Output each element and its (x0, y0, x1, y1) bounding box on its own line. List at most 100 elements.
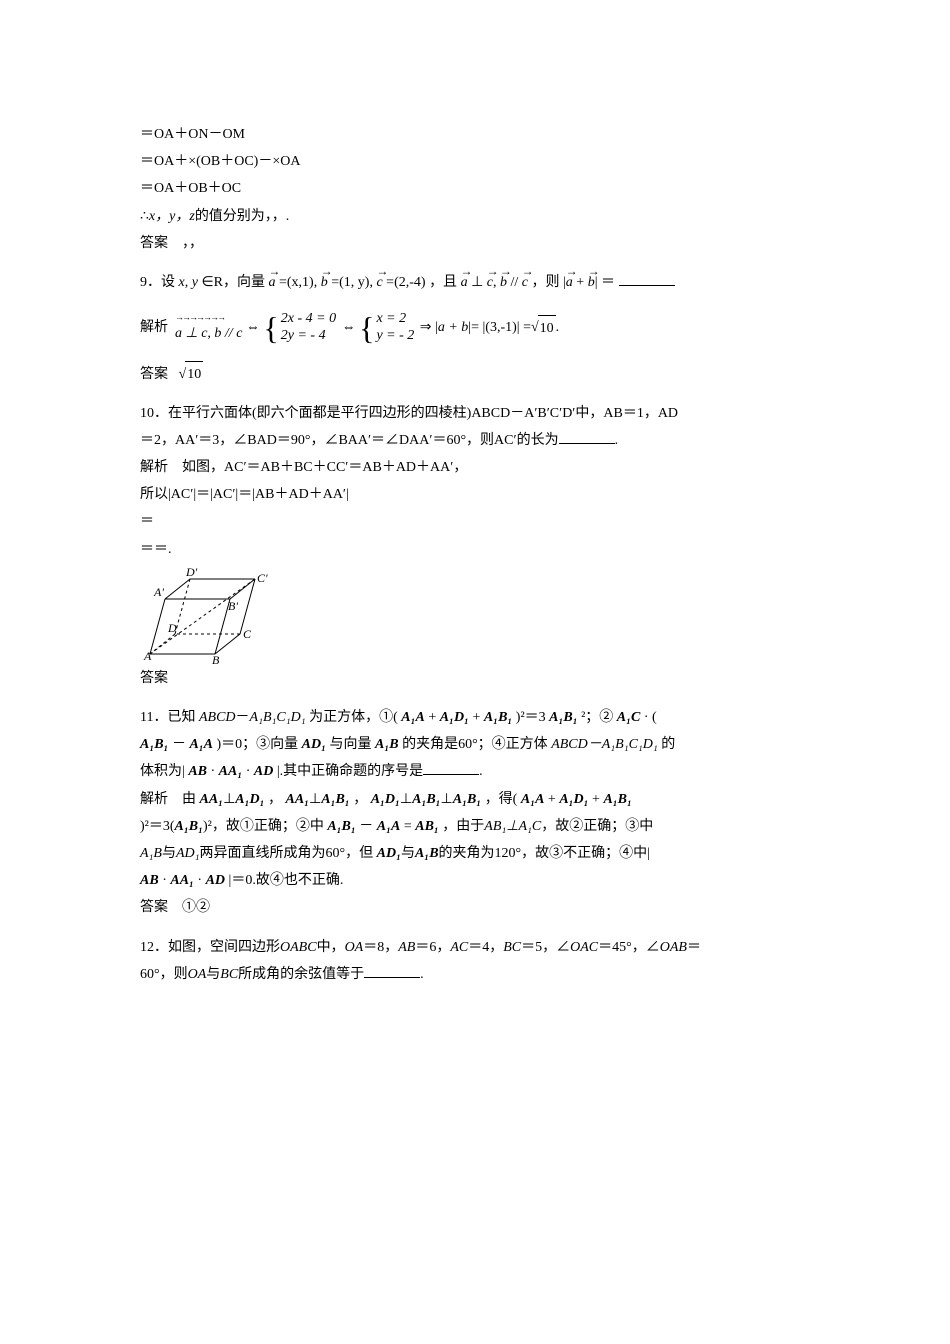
q11-tAD: AD (254, 764, 273, 779)
q11-t6: A₁B (375, 737, 399, 752)
vec-c3: c (522, 270, 528, 295)
q11-p1c: － (236, 710, 250, 725)
q11-t1: A₁A (401, 710, 425, 725)
q12-l1: 12．如图，空间四边形OABC中，OA＝8，AB＝6，AC＝4，BC＝5，∠OA… (140, 935, 810, 960)
q11-ans: 答案 ①② (140, 895, 810, 920)
q11-t5: AD₁ (302, 737, 326, 752)
q11-p2b: 与向量 (330, 737, 372, 752)
label-Ap: A' (153, 585, 164, 599)
sys1-top: 2x - 4 = 0 (281, 311, 336, 328)
q11-p2a: )＝0；③向量 (217, 737, 299, 752)
q10-sol1: 解析 如图，AC′＝AB＋BC＋CC′＝AB＋AD＋AA′， (140, 455, 810, 480)
q10-ans: 答案 (140, 666, 810, 691)
q11-blank (423, 760, 479, 775)
q11-p1h: ( (652, 710, 657, 725)
q11-p1f: )²＝3 (516, 710, 546, 725)
intro-ans: 答案 ，， (140, 231, 810, 256)
label-Bp: B' (228, 599, 238, 613)
q9-perp: ⊥ (471, 275, 483, 290)
q11-tAA1: AA₁ (219, 764, 243, 779)
label-Dp: D' (185, 565, 198, 579)
q11-p1g: ²；② (581, 710, 613, 725)
intro-l1: ＝OA＋ON－OM (140, 122, 810, 147)
intro-l3: ＝OA＋OB＋OC (140, 176, 810, 201)
q10-p2: ＝2，AA′＝3，∠BAD＝90°，∠BAA′＝∠DAA′＝60°，则AC′的长… (140, 433, 559, 448)
q9-in: ∈R，向量 (201, 275, 265, 290)
therefore: ∴ (140, 209, 149, 224)
q11-p1e: 为正方体，①( (309, 710, 398, 725)
q11-p1d: A₁B₁C₁D₁ (250, 710, 306, 725)
vec-a2: a (461, 270, 468, 295)
root-10: 10 (538, 315, 556, 341)
q10-blank (559, 429, 615, 444)
vec-a: a (268, 270, 275, 295)
q10-sol3: ＝ (140, 509, 810, 534)
vec-c: c (376, 270, 382, 295)
q11-t1b: A₁A (189, 737, 213, 752)
q9-res: = |(3,-1)| = (471, 315, 531, 340)
q11-p3b: |.其中正确命题的序号是 (277, 764, 423, 779)
vec-b: b (321, 270, 328, 295)
q9-sol: 解析 →→→→→→→ a ⊥ c, b // c ⇔ { 2x - 4 = 0 … (140, 309, 810, 346)
vec-b2: b (500, 270, 507, 295)
q10-p1: 10．在平行六面体(即六个面都是平行四边形的四棱柱)ABCD－A′B′C′D′中… (140, 401, 810, 426)
q12-l2: 60°，则OA与BC所成角的余弦值等于. (140, 962, 810, 987)
q11-l1: 11．已知 ABCD－A₁B₁C₁D₁ 为正方体，①( A₁A + A₁D₁ +… (140, 705, 810, 730)
q11-p1b: ABCD (199, 710, 236, 725)
label-A: A (143, 649, 152, 663)
q9-eq: ＝ (601, 275, 615, 290)
q11-sol4: AB · AA₁ · AD |＝0.故④也不正确. (140, 868, 810, 893)
q10-sol2: 所以|AC′|＝|AC′|＝|AB＋AD＋AA′| (140, 482, 810, 507)
q10-sol4: ＝＝. (140, 537, 810, 562)
xyz-vars: x，y，z (149, 209, 195, 224)
q11-t4: A₁C (617, 710, 641, 725)
q11-sol1a: 解析 由 (140, 792, 196, 807)
q11-p2c: 的夹角是60°；④正方体 (402, 737, 548, 752)
q9-ans: 答案 √10 (140, 361, 810, 387)
q11-l3: 体积为| AB · AA₁ · AD |.其中正确命题的序号是. (140, 759, 810, 784)
vec-b3: b (588, 270, 595, 295)
label-B: B (212, 653, 220, 664)
q9-iff: ⇔ (246, 315, 260, 340)
q11-t3: A₁B₁ (484, 710, 512, 725)
parallelepiped-figure: A B C D A' B' C' D' (140, 564, 810, 664)
q12-blank (364, 963, 420, 978)
q11-tAB: AB (188, 764, 207, 779)
intro-l2: ＝OA＋×(OB＋OC)－×OA (140, 149, 810, 174)
q11-l2: A₁B₁ － A₁A )＝0；③向量 AD₁ 与向量 A₁B 的夹角是60°；④… (140, 732, 810, 757)
q11-t2: A₁D₁ (440, 710, 469, 725)
vec-a3: a (566, 270, 573, 295)
q9-b-eq: =(1, y), (331, 275, 373, 290)
q11-sol3: A₁B与AD₁两异面直线所成角为60°，但 AD₁与A₁B的夹角为120°，故③… (140, 841, 810, 866)
vec-c2: c (487, 270, 493, 295)
sys2-top: x = 2 (376, 311, 414, 328)
intro-l4-rest: 的值分别为，，. (195, 209, 290, 224)
q9-sys1: { 2x - 4 = 0 2y = - 4 (263, 311, 338, 345)
q11-p3c: . (479, 764, 483, 779)
q9-sys2: { x = 2 y = - 2 (359, 311, 416, 345)
q10-p2-tail: . (615, 433, 619, 448)
q9-mid: ，且 (429, 275, 457, 290)
label-D: D (167, 621, 177, 635)
q11-p3a: 体积为| (140, 764, 185, 779)
q9-xy: x, y (179, 275, 198, 290)
q11-sol2: )²＝3(A₁B₁)²，故①正确；②中 A₁B₁ － A₁A = AB₁ ，由于… (140, 814, 810, 839)
q11-p2d: ABCD－A₁B₁C₁D₁ (551, 737, 658, 752)
q11-t3c: A₁B₁ (140, 737, 168, 752)
sys2-bot: y = - 2 (376, 328, 414, 345)
label-Cp: C' (257, 571, 268, 585)
q9-iff2: ⇔ (342, 315, 356, 340)
q9-c-eq: =(2,-4) (386, 275, 425, 290)
q11-p2e: 的 (661, 737, 675, 752)
q9-arrows-group: →→→→→→→ a ⊥ c, b // c (175, 309, 242, 346)
root-10b: 10 (185, 361, 203, 387)
q9-tail: ，则 (531, 275, 559, 290)
q9-sol-label: 解析 (140, 315, 168, 340)
q9-a-eq: =(x,1), (279, 275, 317, 290)
intro-l4: ∴x，y，z的值分别为，，. (140, 204, 810, 229)
q11-sol1: 解析 由 AA₁⊥A₁D₁ ， AA₁⊥A₁B₁ ， A₁D₁⊥A₁B₁⊥A₁B… (140, 787, 810, 812)
q9-arrow: ⇒ (420, 315, 432, 340)
label-C: C (243, 627, 252, 641)
q9-prefix: 9．设 (140, 275, 175, 290)
q9-blank (619, 271, 675, 286)
